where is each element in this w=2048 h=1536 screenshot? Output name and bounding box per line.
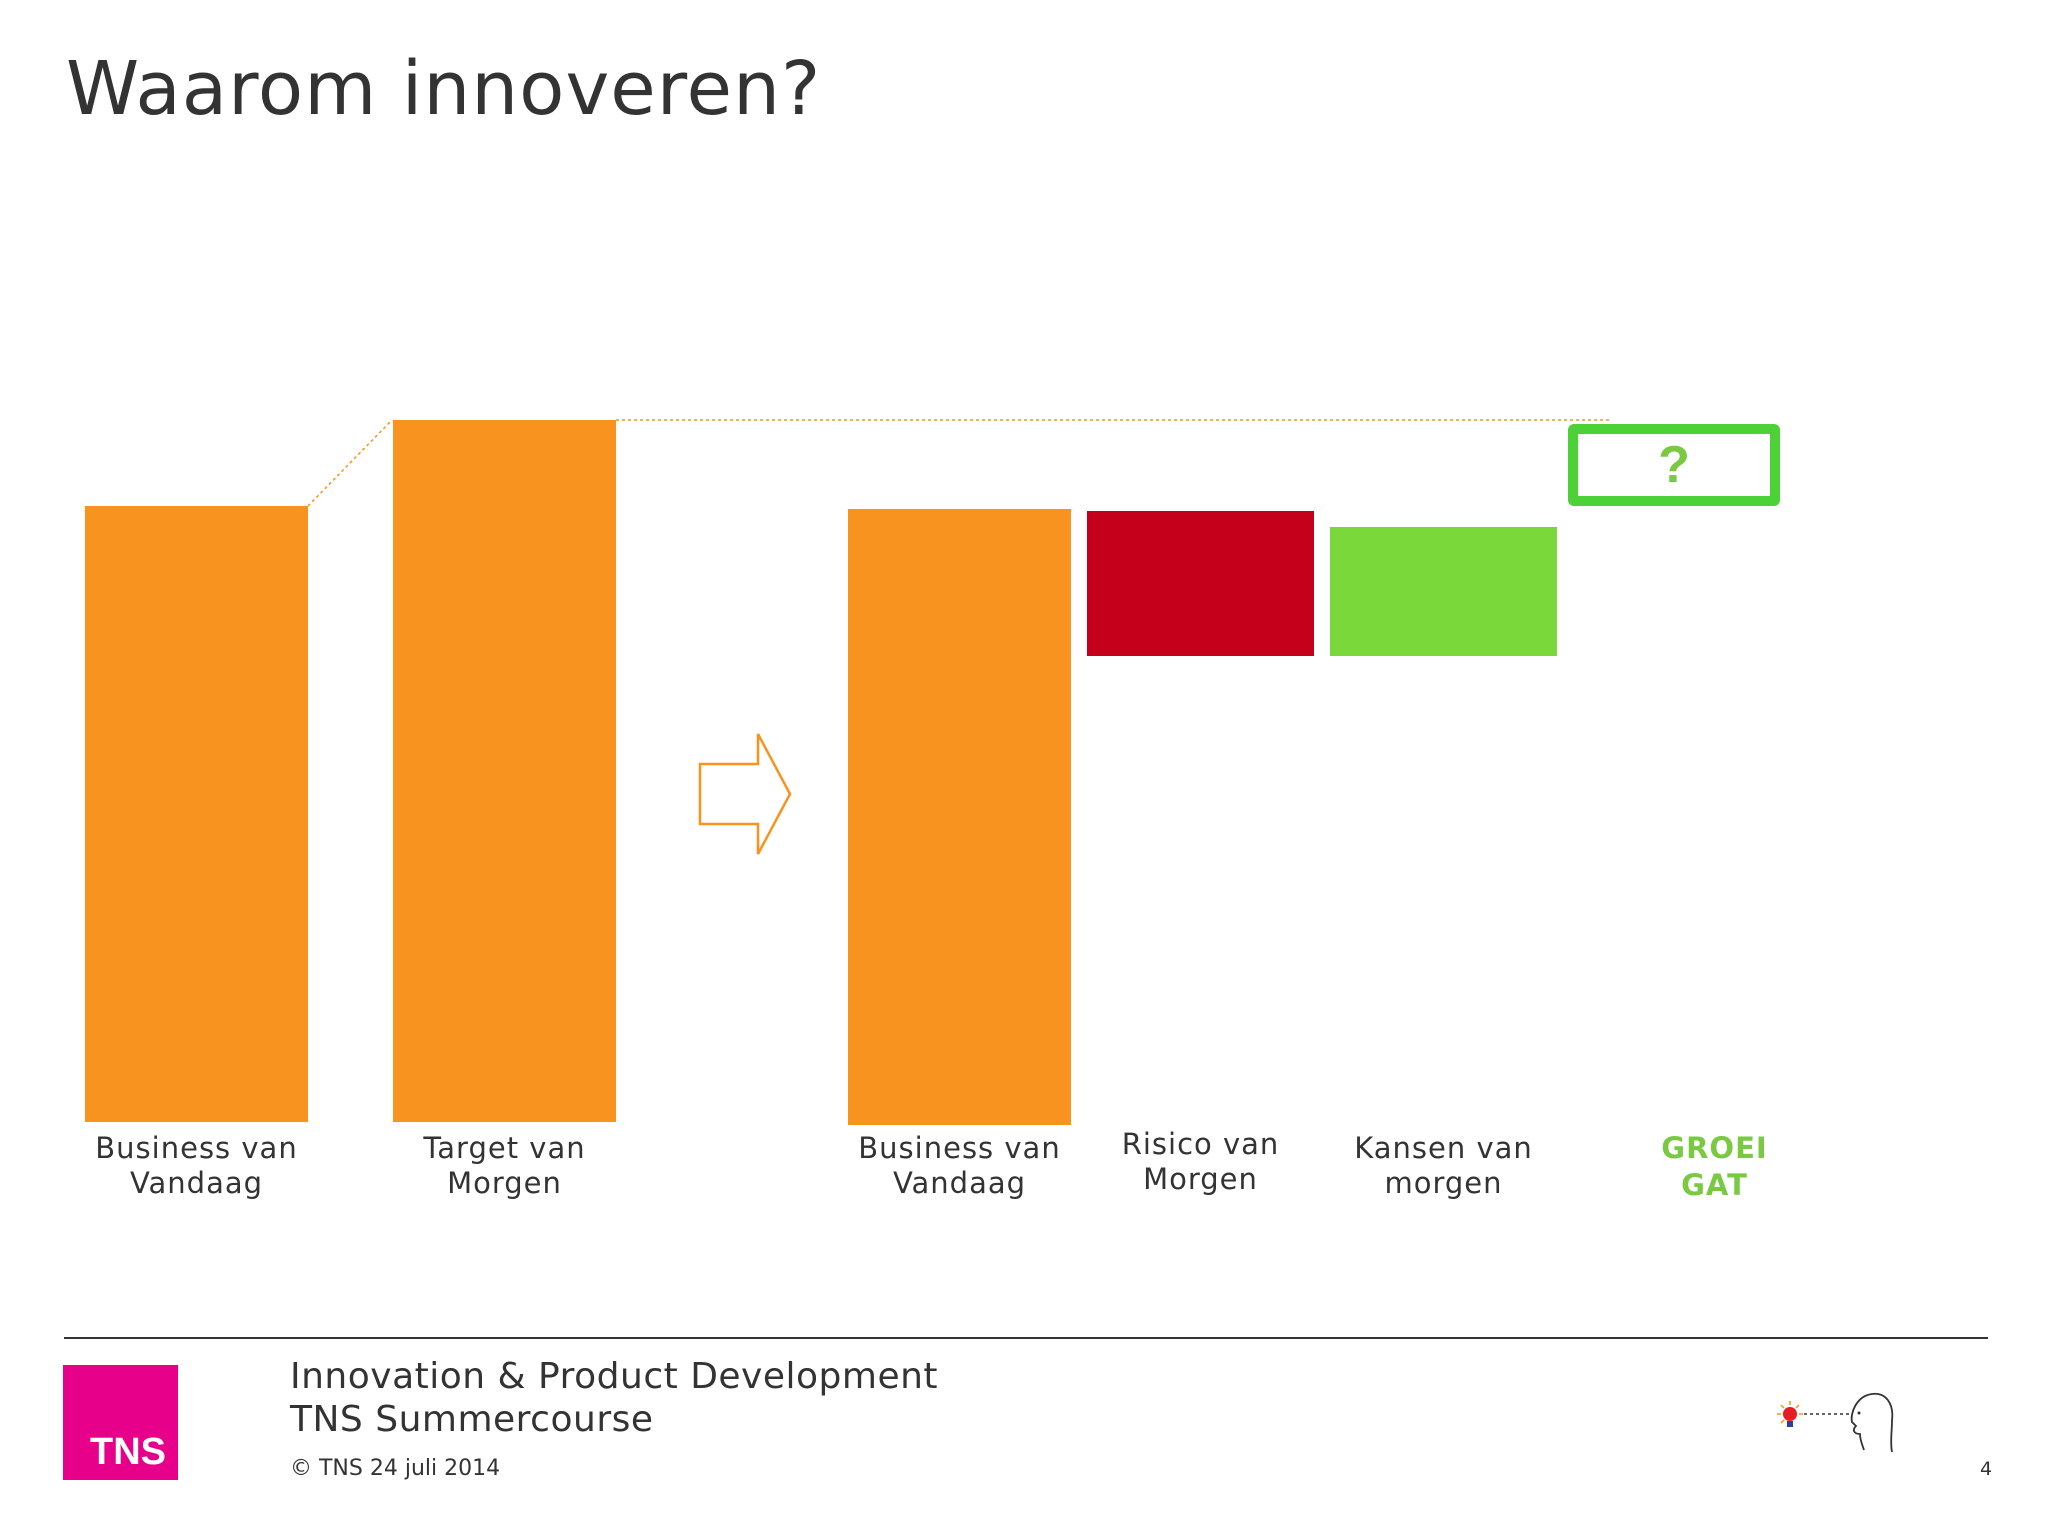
bar-target-morgen: [393, 420, 616, 1122]
footer-course-subtitle: TNS Summercourse: [290, 1399, 654, 1440]
page-number: 4: [1980, 1458, 1993, 1480]
footer-copyright: © TNS 24 juli 2014: [290, 1456, 501, 1481]
lightbulb-icon: [1777, 1401, 1803, 1427]
connector-line-1: [307, 419, 393, 507]
tns-logo-text: TNS: [90, 1431, 166, 1473]
label-risico-morgen: Risico van Morgen: [1121, 1127, 1280, 1196]
slide-title: Waarom innoveren?: [66, 46, 822, 132]
footer-course-title: Innovation & Product Development: [290, 1356, 939, 1397]
label-groei-gat: GROEI GAT: [1661, 1131, 1768, 1202]
bar-kansen-morgen: [1330, 527, 1557, 656]
label-business-vandaag-2: Business van Vandaag: [858, 1131, 1061, 1200]
bar-business-vandaag-2: [848, 509, 1071, 1125]
bar-business-vandaag-1: [85, 506, 308, 1122]
label-target-morgen: Target van Morgen: [423, 1131, 586, 1200]
question-mark: ?: [1658, 436, 1690, 494]
footer-divider: [64, 1337, 1988, 1339]
groei-gat-box: ?: [1568, 424, 1780, 506]
bar-risico-morgen: [1087, 511, 1314, 656]
outline-right-arrow-icon: [698, 733, 792, 855]
label-kansen-morgen: Kansen van morgen: [1354, 1131, 1533, 1200]
tns-logo: TNS: [63, 1365, 178, 1480]
label-business-vandaag-1: Business van Vandaag: [95, 1131, 298, 1200]
idea-head-icon: [1777, 1392, 1894, 1453]
